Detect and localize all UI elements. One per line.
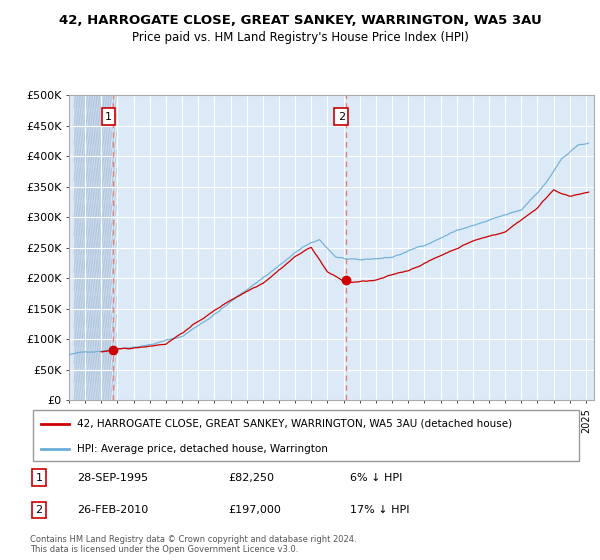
Text: 28-SEP-1995: 28-SEP-1995 bbox=[77, 473, 148, 483]
FancyBboxPatch shape bbox=[33, 410, 579, 461]
Text: 17% ↓ HPI: 17% ↓ HPI bbox=[350, 505, 410, 515]
Text: 42, HARROGATE CLOSE, GREAT SANKEY, WARRINGTON, WA5 3AU: 42, HARROGATE CLOSE, GREAT SANKEY, WARRI… bbox=[59, 14, 541, 27]
Text: 6% ↓ HPI: 6% ↓ HPI bbox=[350, 473, 403, 483]
Text: 1: 1 bbox=[35, 473, 43, 483]
Text: £82,250: £82,250 bbox=[229, 473, 275, 483]
Text: 26-FEB-2010: 26-FEB-2010 bbox=[77, 505, 148, 515]
Text: Price paid vs. HM Land Registry's House Price Index (HPI): Price paid vs. HM Land Registry's House … bbox=[131, 31, 469, 44]
Text: 1: 1 bbox=[105, 111, 112, 122]
Text: £197,000: £197,000 bbox=[229, 505, 281, 515]
Text: 2: 2 bbox=[35, 505, 43, 515]
Text: 2: 2 bbox=[338, 111, 345, 122]
Text: HPI: Average price, detached house, Warrington: HPI: Average price, detached house, Warr… bbox=[77, 444, 328, 454]
Text: Contains HM Land Registry data © Crown copyright and database right 2024.
This d: Contains HM Land Registry data © Crown c… bbox=[30, 535, 356, 554]
Text: 42, HARROGATE CLOSE, GREAT SANKEY, WARRINGTON, WA5 3AU (detached house): 42, HARROGATE CLOSE, GREAT SANKEY, WARRI… bbox=[77, 419, 512, 429]
